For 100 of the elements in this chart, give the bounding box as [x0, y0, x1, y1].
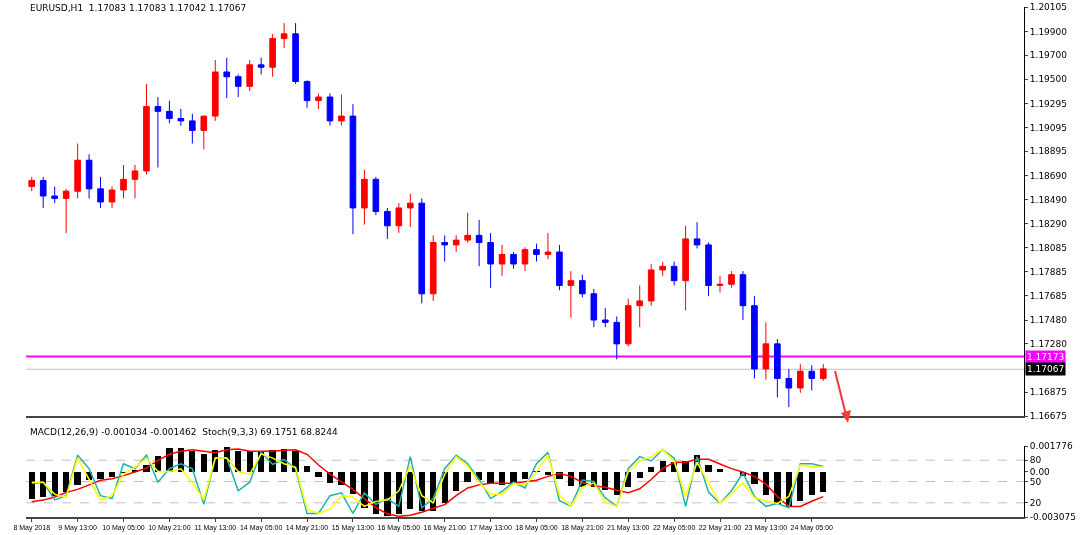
- candlestick: [785, 368, 793, 408]
- y-tick-label: 1.16875: [1029, 387, 1068, 398]
- bar: [74, 471, 81, 485]
- ref-line-label: 1.17173: [1027, 352, 1065, 362]
- candlestick: [211, 59, 219, 122]
- candlestick: [189, 113, 196, 145]
- y-tick-label: 1.18490: [1029, 194, 1068, 205]
- candlestick: [762, 321, 770, 381]
- candlestick: [452, 234, 460, 253]
- y-tick-label: 0.00: [1029, 467, 1051, 478]
- candlestick: [39, 176, 47, 209]
- candlestick: [143, 83, 150, 176]
- bar: [453, 471, 460, 491]
- candlestick: [487, 232, 494, 289]
- candlestick: [533, 243, 540, 263]
- y2-tick-label: 20: [1029, 497, 1042, 508]
- y-tick-label: 1.18085: [1029, 243, 1068, 254]
- candlestick: [166, 100, 173, 124]
- candlestick: [418, 197, 426, 304]
- bar: [820, 471, 827, 492]
- y-tick-label: 1.19095: [1029, 122, 1068, 133]
- candlestick: [154, 96, 162, 168]
- candlestick: [234, 73, 242, 98]
- candlestick: [739, 270, 747, 321]
- candlestick: [338, 94, 345, 127]
- y-tick-label: 1.17280: [1029, 339, 1068, 350]
- candlestick: [464, 212, 471, 243]
- bar: [97, 471, 104, 479]
- candlestick: [579, 274, 586, 298]
- candlestick: [257, 57, 265, 75]
- candlestick: [429, 234, 437, 302]
- candlestick: [705, 242, 712, 297]
- candlestick: [292, 22, 299, 85]
- y-tick-label: 1.19900: [1029, 26, 1068, 37]
- candlestick: [200, 115, 208, 150]
- candlestick: [670, 261, 678, 286]
- bar: [510, 471, 517, 484]
- bar: [200, 454, 207, 472]
- candlestick: [223, 57, 231, 99]
- bar: [108, 471, 116, 478]
- candlestick: [349, 103, 357, 235]
- candlestick: [120, 164, 127, 199]
- chart-title: MACD(12,26,9) -0.001034 -0.001462 Stoch(9,3,3) 69.1751 68.8244: [30, 427, 338, 438]
- candlestick: [131, 164, 139, 199]
- y-tick-label: 1.16675: [1029, 411, 1068, 422]
- candlestick: [544, 232, 552, 260]
- candlestick: [246, 59, 253, 92]
- bar: [636, 471, 643, 478]
- candlestick: [751, 295, 758, 379]
- y-tick-label: 1.20105: [1029, 2, 1068, 13]
- candlestick: [636, 284, 644, 328]
- bar: [544, 471, 552, 475]
- candlestick: [395, 202, 403, 234]
- candlestick: [647, 263, 655, 307]
- bar: [808, 471, 815, 495]
- y-tick-label: 1.18895: [1029, 146, 1068, 157]
- candlestick: [303, 79, 311, 109]
- candlestick: [819, 363, 827, 382]
- candlestick: [808, 364, 816, 391]
- candlestick: [315, 92, 322, 110]
- ref-line-label: 1.17067: [1027, 364, 1065, 374]
- candlestick: [372, 176, 380, 216]
- y2-tick-label: 80: [1029, 455, 1042, 466]
- candlestick: [85, 153, 93, 199]
- candlestick: [498, 244, 506, 277]
- candlestick: [556, 244, 563, 291]
- candlestick: [716, 275, 724, 294]
- candlestick: [384, 207, 391, 240]
- bar: [303, 466, 311, 472]
- y-tick-label: 1.19295: [1029, 98, 1068, 109]
- candlestick: [510, 251, 517, 270]
- candlestick: [475, 219, 483, 267]
- y-tick-label: 1.18290: [1029, 218, 1068, 229]
- bar: [315, 471, 322, 478]
- bar: [797, 471, 804, 502]
- candlestick: [326, 92, 334, 127]
- candlestick: [682, 225, 689, 311]
- y-tick-label: 1.18690: [1029, 170, 1068, 181]
- candlestick: [280, 22, 288, 49]
- candlestick: [406, 193, 414, 228]
- y-tick-label: 1.19700: [1029, 50, 1068, 61]
- candlestick: [51, 185, 58, 204]
- y-tick-label: 1.17885: [1029, 266, 1068, 277]
- candlestick: [567, 270, 575, 319]
- y-tick-label: 0.001776: [1029, 441, 1074, 452]
- bar: [407, 471, 414, 510]
- candlestick: [659, 261, 666, 277]
- candlestick: [361, 169, 368, 226]
- candlestick: [521, 246, 529, 272]
- candlestick: [797, 363, 804, 394]
- candlestick: [62, 188, 70, 234]
- y-tick-label: -0.003075: [1029, 512, 1076, 523]
- candlestick: [693, 221, 701, 249]
- bar: [28, 471, 35, 499]
- candlestick: [728, 270, 735, 289]
- y-tick-label: 1.19500: [1029, 74, 1068, 85]
- bar: [487, 471, 494, 484]
- candlestick: [601, 307, 609, 328]
- bar: [648, 467, 655, 472]
- candlestick: [774, 338, 781, 399]
